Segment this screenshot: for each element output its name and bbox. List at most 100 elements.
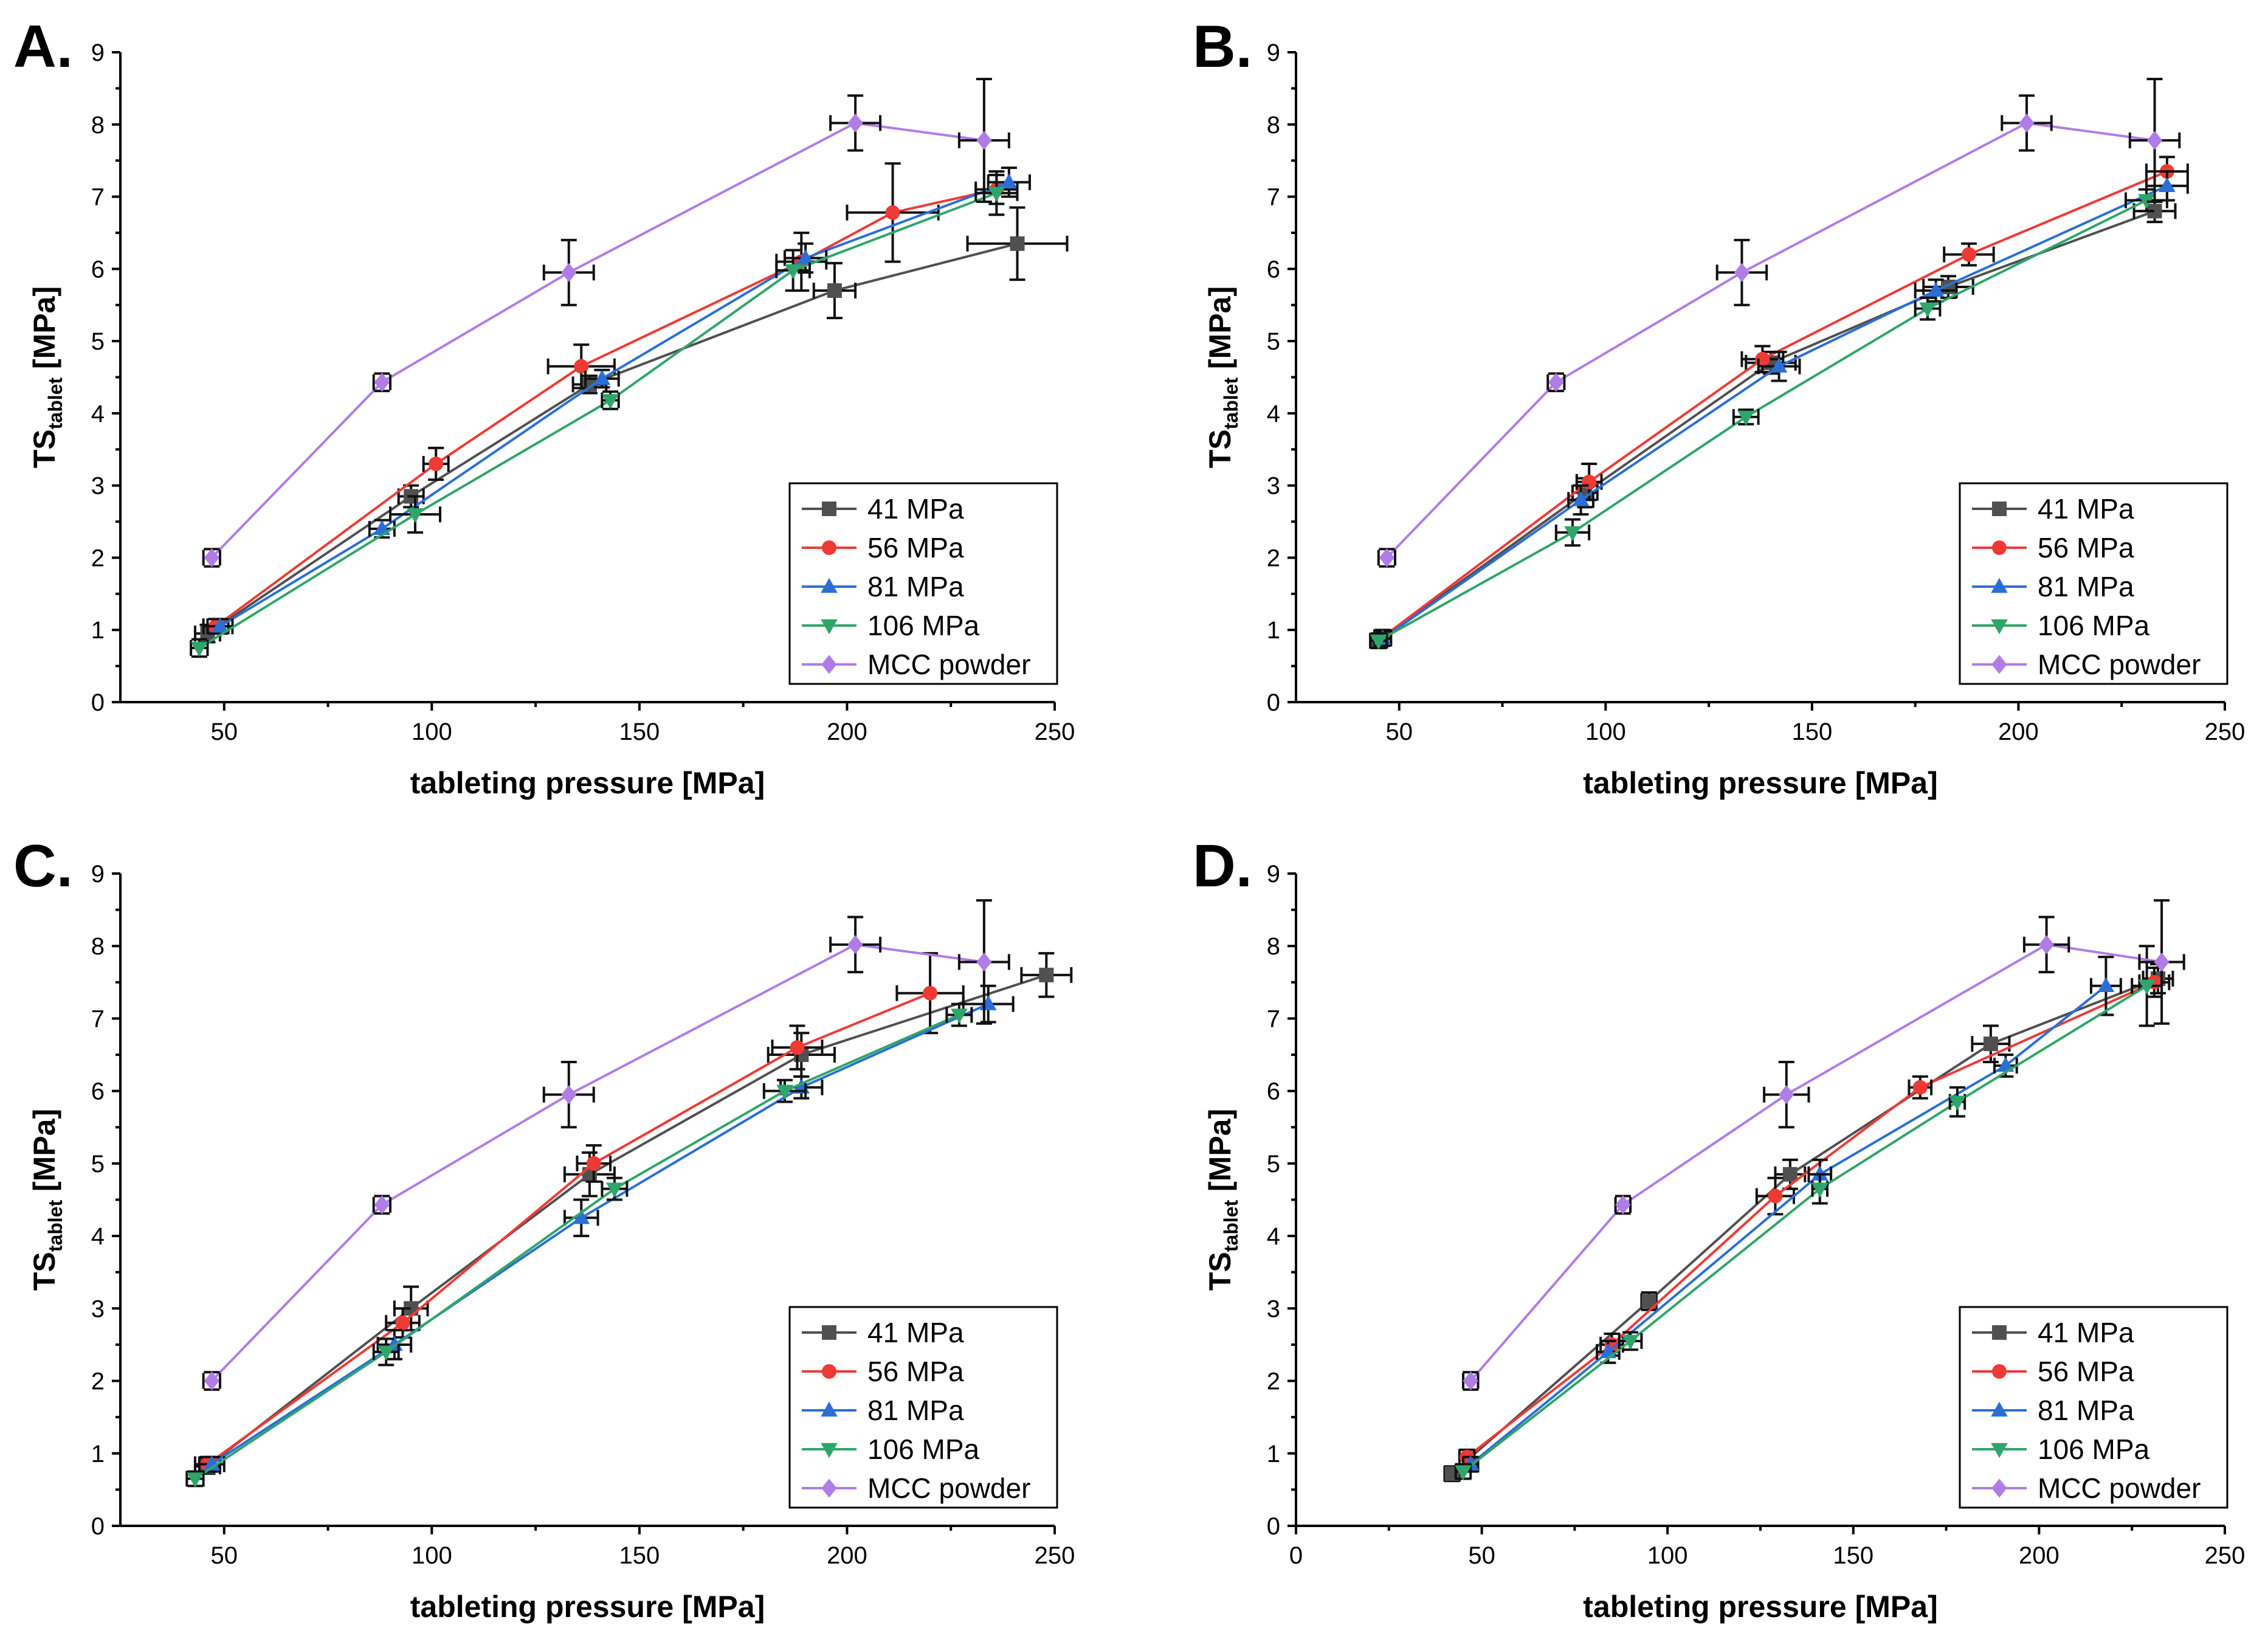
y-tick-label: 1 — [1267, 617, 1280, 644]
legend-swatch-marker — [1991, 619, 2008, 635]
legend-label: 41 MPa — [867, 493, 964, 525]
legend-label: 81 MPa — [867, 1395, 964, 1426]
x-tick-label: 150 — [619, 1542, 660, 1569]
x-tick-label: 250 — [1035, 1542, 1075, 1569]
data-point — [1961, 247, 1976, 262]
data-point — [573, 1209, 590, 1224]
legend-label: 106 MPa — [2038, 1433, 2150, 1465]
y-tick-label: 3 — [91, 473, 105, 500]
legend-swatch-marker — [822, 540, 836, 555]
data-point — [2138, 194, 2155, 209]
data-point — [979, 995, 997, 1010]
y-tick-label: 7 — [91, 1005, 105, 1032]
data-point — [1782, 1167, 1798, 1182]
legend-swatch-marker — [822, 502, 836, 516]
data-point — [2154, 952, 2170, 972]
x-axis-title: tableting pressure [MPa] — [1583, 1590, 1937, 1624]
x-axis-title: tableting pressure [MPa] — [1583, 766, 1937, 800]
x-tick-label: 100 — [412, 719, 452, 745]
data-point — [951, 1009, 968, 1024]
y-title-sub: tablet — [1220, 1200, 1242, 1252]
y-title-unit: [MPa] — [27, 286, 61, 378]
data-point — [885, 205, 900, 220]
series-mcc-powder — [1462, 899, 2185, 1391]
legend-swatch-marker — [821, 1443, 838, 1458]
data-point — [395, 1316, 410, 1331]
y-tick-label: 3 — [91, 1295, 105, 1322]
y-tick-label: 7 — [1267, 1005, 1280, 1032]
y-tick-label: 1 — [91, 1441, 105, 1467]
legend-frame — [1959, 482, 2228, 685]
x-tick-label: 150 — [1833, 1542, 1873, 1569]
legend: 41 MPa 56 MPa 81 MPa 106 MPa MCC powder — [1959, 1306, 2228, 1509]
data-point — [797, 249, 814, 264]
series-106-mpa — [190, 170, 1019, 658]
panel-letter: C. — [13, 832, 73, 899]
y-tick-label: 5 — [91, 1151, 105, 1178]
data-point — [1734, 263, 1750, 282]
x-tick-label: 250 — [1035, 719, 1075, 745]
y-tick-label: 2 — [91, 545, 105, 571]
panel-a: A. 0 1 2 3 4 5 6 7 8 9 50 100 150 200 250 tableting pres… — [13, 13, 1075, 800]
y-tick-label: 1 — [91, 617, 105, 644]
legend-label: 81 MPa — [2038, 1395, 2134, 1426]
data-point — [374, 1195, 390, 1215]
x-tick-label: 200 — [2019, 1542, 2059, 1569]
data-point — [586, 1156, 601, 1171]
data-point — [377, 1345, 395, 1361]
legend-swatch-marker — [1992, 1325, 2007, 1340]
data-point — [1770, 357, 1788, 373]
x-tick-label: 50 — [1386, 719, 1413, 745]
y-tick-label: 1 — [1267, 1441, 1280, 1467]
y-title-unit: [MPa] — [27, 1109, 61, 1200]
data-point — [2138, 979, 2156, 995]
data-point — [1641, 1294, 1656, 1309]
series-106-mpa — [185, 1002, 973, 1488]
series-line — [215, 188, 997, 627]
y-tick-label: 6 — [1267, 1078, 1280, 1105]
data-point — [1572, 491, 1590, 506]
y-tick-label: 9 — [91, 40, 105, 66]
x-tick-label: 100 — [1585, 719, 1626, 745]
y-tick-label: 9 — [91, 861, 105, 888]
y-tick-label: 8 — [91, 112, 105, 139]
legend-label: 56 MPa — [2038, 532, 2134, 564]
data-point — [923, 985, 938, 1001]
x-axis-title: tableting pressure [MPa] — [410, 766, 765, 800]
y-tick-label: 6 — [1267, 256, 1280, 283]
x-tick-label: 200 — [1998, 719, 2039, 745]
data-point — [976, 952, 992, 972]
legend-label: MCC powder — [2038, 649, 2201, 680]
data-point — [1370, 634, 1387, 650]
legend-label: 56 MPa — [867, 532, 964, 564]
data-point — [204, 1371, 219, 1391]
x-tick-label: 150 — [1792, 719, 1833, 745]
y-tick-label: 8 — [1267, 933, 1280, 960]
legend-swatch-marker — [822, 1364, 836, 1379]
legend-swatch-marker — [821, 1478, 837, 1498]
x-tick-label: 150 — [619, 719, 660, 745]
data-point — [1919, 302, 1936, 318]
y-tick-label: 4 — [1267, 401, 1280, 427]
data-point — [2147, 204, 2162, 219]
x-axis-title: tableting pressure [MPa] — [410, 1590, 765, 1624]
data-point — [1039, 967, 1054, 982]
y-title-main: TS — [27, 429, 61, 468]
data-point — [988, 187, 1005, 202]
y-title-main: TS — [27, 1252, 61, 1291]
data-point — [1997, 1057, 2015, 1072]
data-point — [606, 1182, 623, 1198]
series-106-mpa — [1454, 945, 2163, 1480]
legend-label: 81 MPa — [867, 571, 964, 602]
data-point — [561, 263, 577, 282]
data-point — [1379, 548, 1395, 568]
data-point — [373, 520, 391, 536]
y-tick-label: 6 — [91, 256, 105, 283]
y-title-main: TS — [1203, 1252, 1237, 1291]
data-point — [1811, 1182, 1829, 1198]
legend: 41 MPa 56 MPa 81 MPa 106 MPa MCC powder — [788, 482, 1058, 685]
data-point — [2019, 113, 2035, 133]
data-point — [204, 548, 219, 568]
legend-label: 41 MPa — [867, 1317, 964, 1348]
data-point — [429, 457, 444, 472]
